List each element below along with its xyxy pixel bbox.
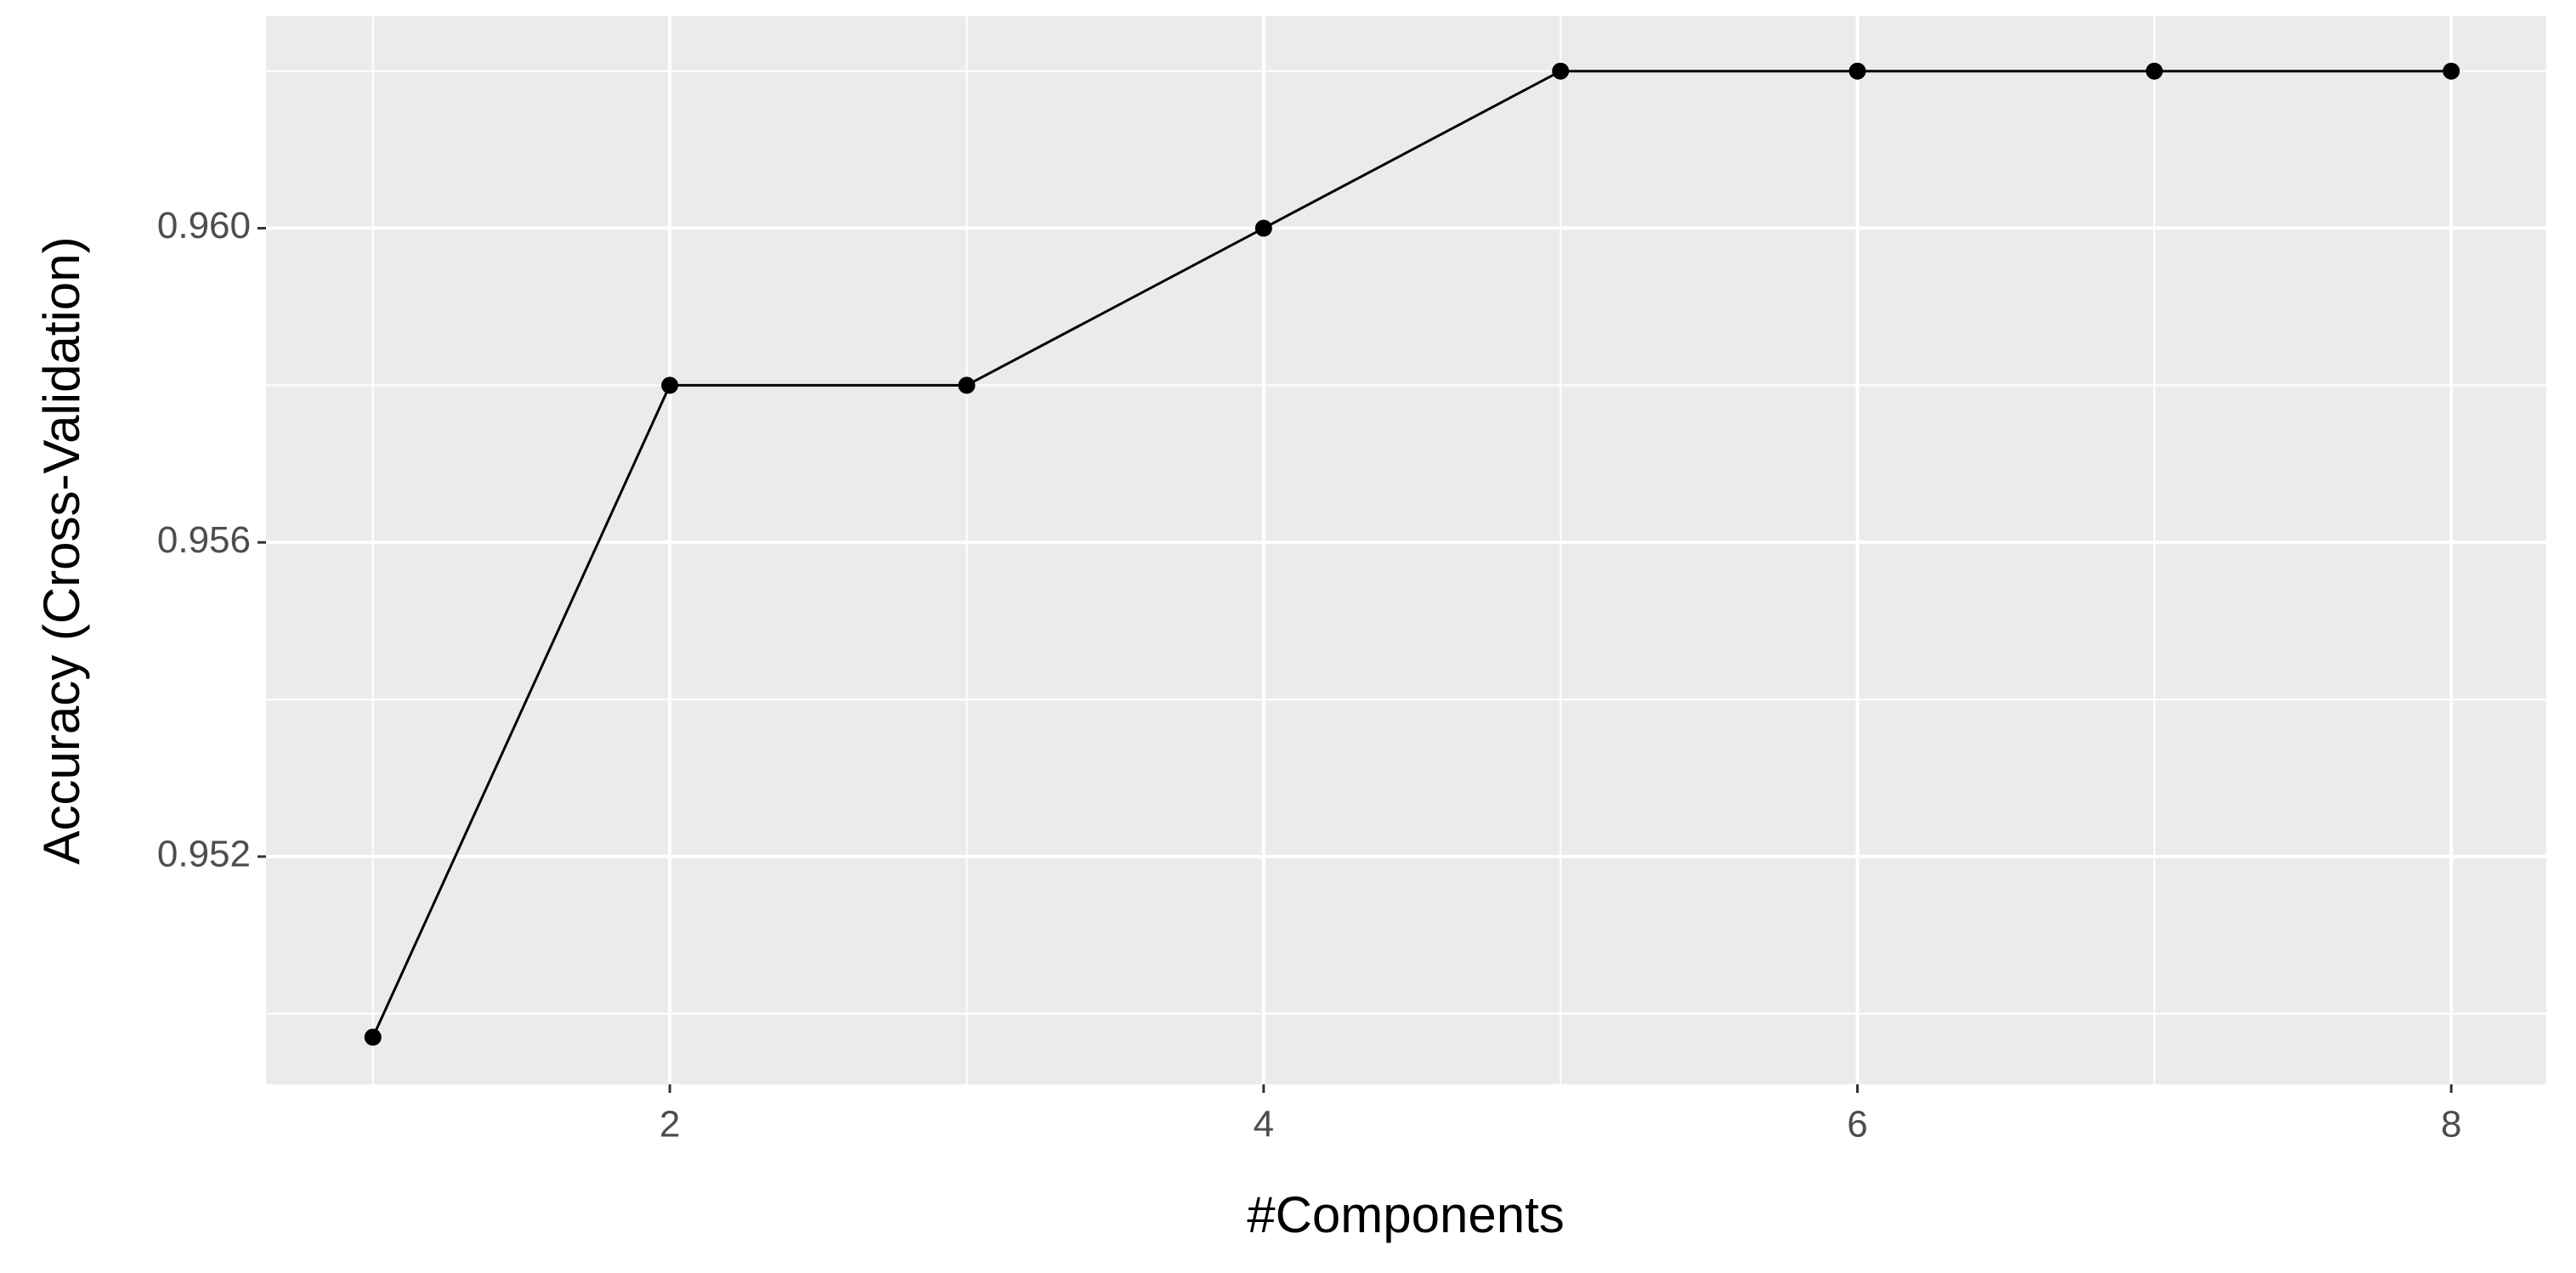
point xyxy=(661,376,679,394)
line xyxy=(371,70,2452,1038)
x-axis-title: #Components xyxy=(1247,1186,1565,1243)
point xyxy=(958,376,976,394)
y-axis-title: Accuracy (Cross-Validation) xyxy=(33,236,90,864)
marks xyxy=(364,62,2460,1046)
point xyxy=(2145,62,2163,80)
point xyxy=(1552,62,1570,80)
labels: 0.952 0.956 0.960 2 4 6 8 xyxy=(157,205,2462,1145)
point xyxy=(1254,219,1272,237)
point xyxy=(1848,62,1866,80)
grid xyxy=(266,16,2546,1084)
y-tick-label: 0.952 xyxy=(157,834,251,875)
x-tick-label: 6 xyxy=(1847,1104,1867,1146)
x-tick-label: 2 xyxy=(660,1104,680,1146)
y-tick-label: 0.960 xyxy=(157,205,251,246)
plot-panel xyxy=(266,16,2546,1084)
point xyxy=(2443,62,2460,80)
x-tick-label: 4 xyxy=(1254,1104,1274,1146)
y-tick-label: 0.956 xyxy=(157,519,251,561)
x-tick-label: 8 xyxy=(2441,1104,2461,1146)
point xyxy=(364,1028,382,1046)
